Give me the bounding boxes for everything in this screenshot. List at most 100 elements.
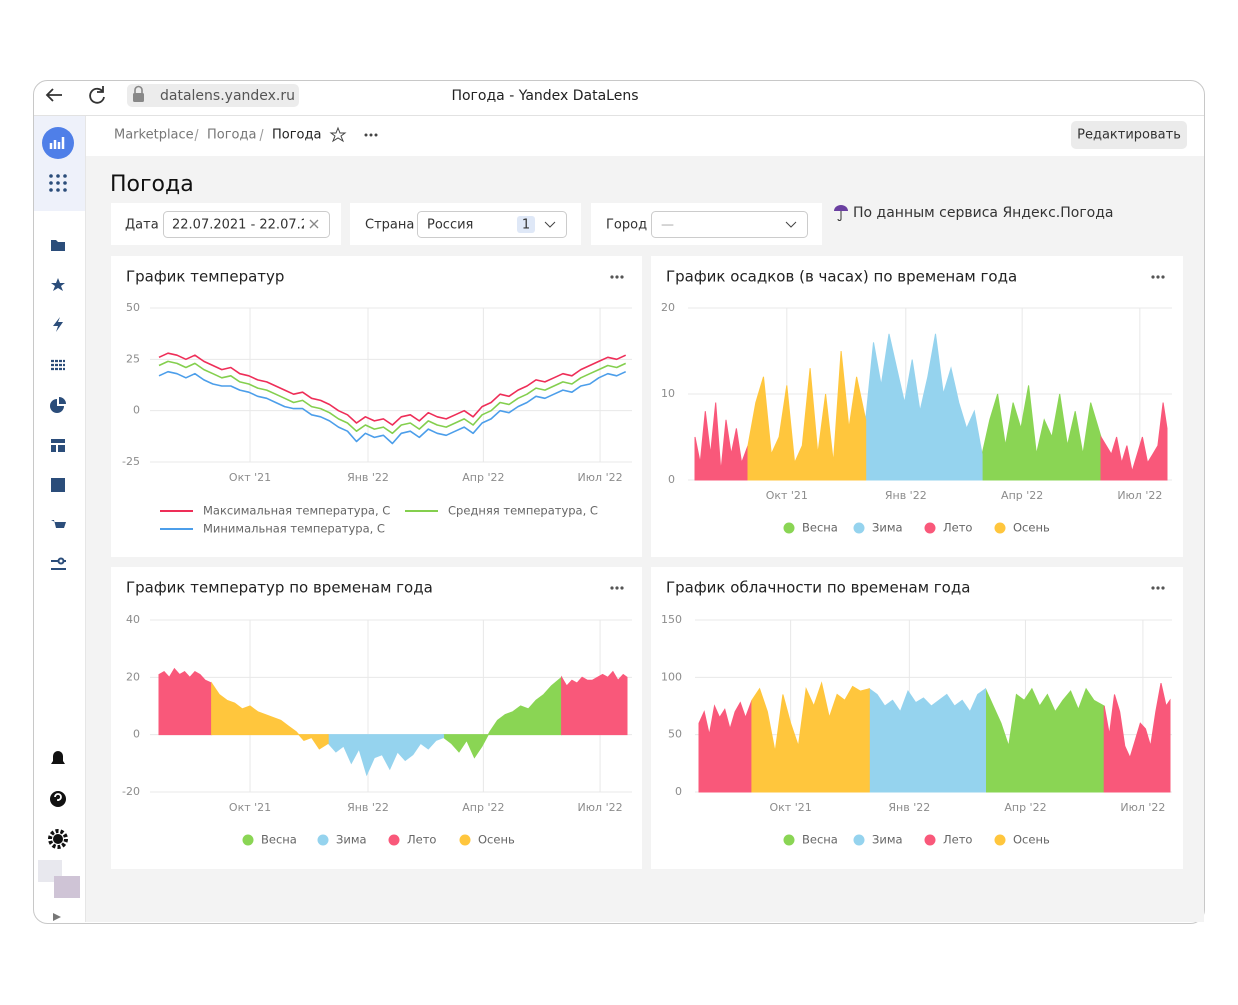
reload-button[interactable] — [89, 86, 105, 104]
legend-label[interactable]: Лето — [943, 833, 972, 847]
help-icon[interactable] — [50, 791, 66, 807]
y-tick-label: 20 — [661, 301, 675, 314]
date-input[interactable] — [163, 211, 330, 238]
widget-icon[interactable] — [51, 478, 65, 492]
tab-title: Погода - Yandex DataLens — [451, 88, 638, 104]
filter-label: Страна — [365, 218, 414, 233]
legend-label[interactable]: Средняя температура, С — [448, 504, 598, 518]
breadcrumb-sep — [259, 128, 264, 142]
breadcrumb[interactable]: Погода — [207, 128, 256, 143]
slider-knob — [57, 557, 65, 565]
x-tick-label: Июл '22 — [1117, 489, 1162, 502]
legend-label[interactable]: Весна — [802, 833, 838, 847]
umbrella-icon — [834, 205, 848, 211]
legend-label[interactable]: Минимальная температура, С — [203, 522, 385, 536]
avatar-b[interactable] — [54, 876, 80, 898]
menu-dot[interactable] — [1151, 275, 1155, 279]
lock-shackle — [134, 85, 143, 93]
logo-mark — [49, 137, 65, 149]
x-tick-label: Янв '22 — [888, 801, 930, 814]
breadcrumb-sep — [194, 128, 199, 142]
x-tick-label: Апр '22 — [462, 471, 504, 484]
chart-title: График осадков (в часах) по временам год… — [666, 268, 1017, 286]
bell-icon[interactable] — [51, 751, 65, 764]
city-select[interactable] — [651, 211, 808, 238]
country-value: Россия — [427, 218, 473, 233]
star-icon[interactable] — [51, 278, 65, 291]
address-bar[interactable] — [127, 84, 299, 107]
legend-label[interactable]: Зима — [872, 521, 903, 535]
legend-label[interactable]: Максимальная температура, С — [203, 504, 390, 518]
legend-swatch — [994, 522, 1006, 534]
breadcrumb[interactable]: Marketplace — [114, 128, 194, 143]
menu-dot[interactable] — [1161, 586, 1165, 590]
x-tick-label: Янв '22 — [347, 471, 389, 484]
legend-label[interactable]: Весна — [802, 521, 838, 535]
favorite-button[interactable] — [329, 126, 347, 143]
x-tick-label: Окт '21 — [229, 801, 271, 814]
edit-button[interactable] — [1071, 121, 1187, 149]
y-tick-label: 20 — [126, 670, 140, 683]
chevron — [785, 221, 797, 228]
umbrella-handle — [837, 211, 842, 221]
legend-label[interactable]: Осень — [1013, 833, 1050, 847]
note: По данным сервиса Яндекс.Погода — [853, 205, 1114, 221]
x-tick-label: Окт '21 — [229, 471, 271, 484]
dataset-icon[interactable] — [51, 359, 65, 371]
menu-dot[interactable] — [620, 275, 624, 279]
legend-swatch — [388, 834, 400, 846]
x-tick-label: Янв '22 — [347, 801, 389, 814]
gear-icon[interactable] — [48, 829, 68, 849]
menu-dot[interactable] — [1161, 275, 1165, 279]
y-tick-label: 0 — [668, 473, 675, 486]
y-tick-label: 25 — [126, 352, 140, 365]
x-tick-label: Апр '22 — [1001, 489, 1043, 502]
cart-icon[interactable] — [51, 520, 66, 528]
apps-icon[interactable] — [49, 174, 67, 192]
legend-swatch — [242, 834, 254, 846]
y-tick-label: -20 — [122, 785, 140, 798]
line — [158, 370, 627, 445]
legend-label[interactable]: Осень — [478, 833, 515, 847]
legend-label[interactable]: Лето — [407, 833, 436, 847]
legend-swatch — [853, 834, 865, 846]
legend-label[interactable]: Осень — [1013, 521, 1050, 535]
filter-label: Город — [606, 218, 647, 233]
x-tick-label: Июл '22 — [578, 801, 623, 814]
menu-dot[interactable] — [1156, 586, 1160, 590]
back-button[interactable] — [45, 88, 62, 102]
menu-dot[interactable] — [620, 586, 624, 590]
legend-swatch — [924, 834, 936, 846]
x-tick-label: Апр '22 — [1004, 801, 1046, 814]
expand-icon[interactable] — [53, 913, 61, 921]
legend-label[interactable]: Зима — [872, 833, 903, 847]
area — [747, 350, 867, 481]
menu-dot[interactable] — [610, 275, 614, 279]
menu-dot[interactable] — [615, 586, 619, 590]
chart-title: График облачности по временам года — [666, 579, 970, 597]
line — [158, 352, 627, 426]
count: 1 — [522, 218, 530, 233]
menu-dot[interactable] — [615, 275, 619, 279]
y-tick-label: 0 — [133, 404, 140, 417]
folder-icon[interactable] — [51, 240, 65, 251]
chart-icon[interactable] — [50, 397, 66, 413]
menu-dot[interactable] — [610, 586, 614, 590]
menu-dot[interactable] — [1156, 275, 1160, 279]
count-badge — [517, 216, 535, 233]
y-tick-label: 50 — [126, 301, 140, 314]
y-tick-label: 100 — [661, 670, 682, 683]
dashboard-icon[interactable] — [51, 439, 65, 452]
charts: График температур Окт '21 Янв '22 Апр '22 Ию… — [111, 256, 1183, 869]
legend-label[interactable]: Лето — [943, 521, 972, 535]
more-button[interactable] — [364, 133, 378, 137]
legend-label[interactable]: Зима — [336, 833, 367, 847]
clear-button[interactable] — [309, 219, 319, 229]
connect-icon[interactable] — [53, 317, 63, 332]
menu-dot[interactable] — [1151, 586, 1155, 590]
x-tick-label: Окт '21 — [766, 489, 808, 502]
legend-swatch — [317, 834, 329, 846]
y-tick-label: 150 — [661, 613, 682, 626]
legend-label[interactable]: Весна — [261, 833, 297, 847]
